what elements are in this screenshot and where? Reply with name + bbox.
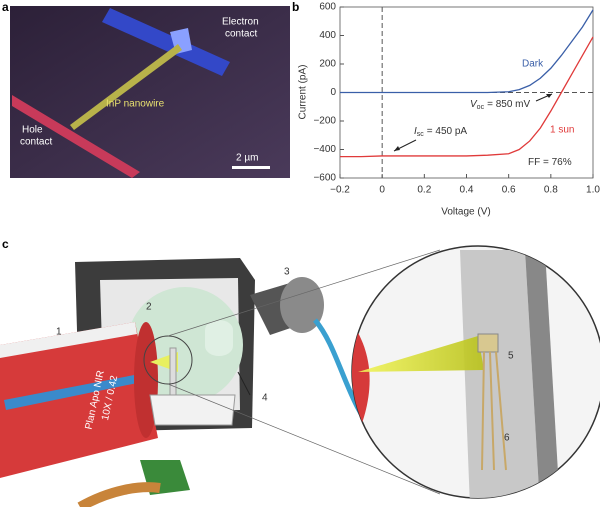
y-tick-label: −600 (313, 173, 336, 184)
subscript: oc (477, 104, 485, 111)
y-tick-label: 400 (319, 30, 336, 41)
x-tick-label: 0.6 (502, 185, 516, 196)
callout: 2 (146, 302, 152, 313)
panel-label: b (292, 0, 299, 14)
y-tick-label: 600 (319, 2, 336, 13)
annotation-text: FF = 76% (528, 157, 572, 168)
annotation-text: = 450 pA (427, 126, 468, 137)
y-tick-label: −200 (313, 116, 336, 127)
label: contact (20, 137, 52, 148)
nanowire (70, 44, 182, 130)
callout: 4 (262, 393, 268, 404)
annotation: Isc = 450 pA (414, 126, 467, 138)
series-line (340, 9, 594, 94)
x-tick-label: 0.8 (544, 185, 558, 196)
y-tick-label: 200 (319, 59, 336, 70)
label: Hole (22, 125, 43, 136)
series-line (340, 36, 594, 158)
callout: 3 (284, 267, 290, 278)
y-tick-label: −400 (313, 144, 336, 155)
arrowhead (394, 146, 400, 151)
label: InP nanowire (106, 99, 165, 110)
annotation: Voc = 850 mV (470, 99, 530, 111)
scale-bar (232, 166, 270, 169)
panel-label: c (2, 237, 9, 251)
annotation-text: = 850 mV (487, 99, 530, 110)
scale-bar-label: 2 µm (236, 153, 258, 164)
setup-render (0, 245, 600, 507)
electron-contact (102, 8, 230, 76)
hole-contact (12, 95, 140, 178)
y-tick-label: 0 (330, 87, 336, 98)
y-axis-label: Current (pA) (298, 64, 309, 119)
series-label: 1 sun (550, 125, 574, 136)
x-tick-label: 1.0 (586, 185, 600, 196)
symbol: V (470, 99, 478, 110)
label: Electron (222, 17, 259, 28)
symbol: I (414, 126, 417, 137)
callout: 5 (508, 351, 514, 362)
chart: b Voltage (V) Current (pA) −0.2 0 0.2 0.4 0.… (292, 0, 600, 217)
callout: 6 (504, 433, 510, 444)
x-tick-label: 0.2 (417, 185, 431, 196)
x-axis-label: Voltage (V) (441, 207, 490, 218)
x-tick-label: −0.2 (330, 185, 350, 196)
label: contact (225, 29, 257, 40)
arrowhead (546, 94, 552, 98)
subscript: sc (417, 131, 425, 138)
callout: 1 (56, 327, 62, 338)
series-label: Dark (522, 59, 544, 70)
x-tick-label: 0 (379, 185, 385, 196)
panel-label: a (2, 0, 9, 14)
x-tick-label: 0.4 (460, 185, 474, 196)
annotation: FF = 76% (528, 157, 572, 168)
